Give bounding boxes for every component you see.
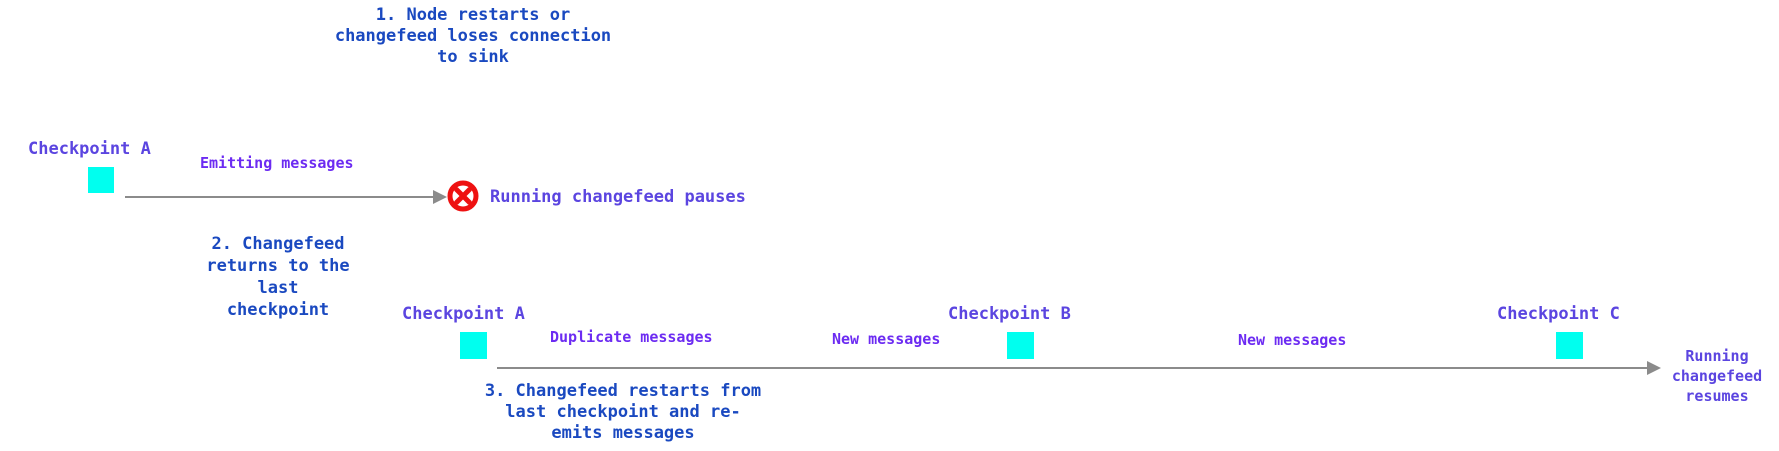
checkpoint-b-marker [1007, 332, 1034, 359]
running-changefeed-pauses-label: Running changefeed pauses [490, 187, 746, 207]
checkpoint-a-label-timeline2: Checkpoint A [402, 304, 525, 324]
timeline1-arrowhead-icon [433, 190, 447, 204]
emitting-messages-label: Emitting messages [200, 154, 354, 172]
running-changefeed-resumes-label: Running changefeed resumes [1671, 347, 1763, 405]
timeline2-arrowhead-icon [1647, 361, 1661, 375]
checkpoint-a-marker-timeline1 [88, 167, 114, 193]
step-3-note: 3. Changefeed restarts from last checkpo… [484, 381, 762, 443]
new-messages-label-1: New messages [832, 330, 941, 348]
timeline2-arrow-line [497, 367, 1649, 369]
timeline1-arrow-line [125, 196, 435, 198]
checkpoint-c-marker [1556, 332, 1583, 359]
checkpoint-b-label: Checkpoint B [948, 304, 1071, 324]
step-2-note: 2. Changefeed returns to the last checkp… [206, 234, 350, 320]
checkpoint-a-marker-timeline2 [460, 332, 487, 359]
new-messages-label-2: New messages [1238, 331, 1347, 349]
duplicate-messages-label: Duplicate messages [550, 328, 713, 346]
x-circle-icon [447, 180, 479, 212]
checkpoint-c-label: Checkpoint C [1497, 304, 1620, 324]
checkpoint-a-label-timeline1: Checkpoint A [28, 139, 151, 159]
step-1-note: 1. Node restarts or changefeed loses con… [334, 5, 612, 67]
